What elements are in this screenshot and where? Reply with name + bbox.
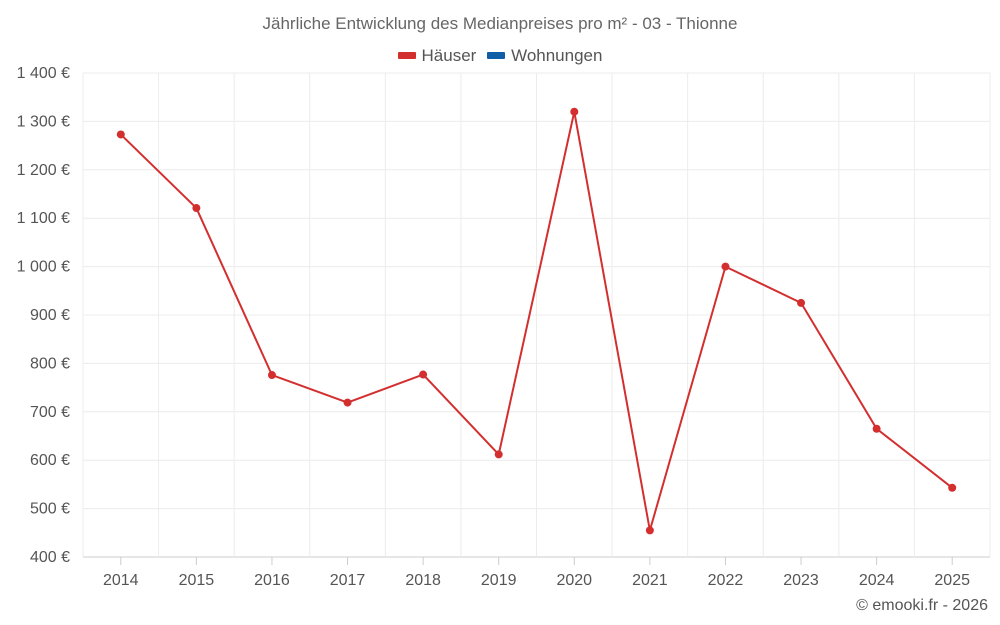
data-point	[267, 371, 276, 380]
legend-label-wohnungen: Wohnungen	[511, 45, 603, 65]
credit-text: © emooki.fr - 2026	[856, 597, 988, 614]
y-tick-label: 400 €	[30, 549, 70, 566]
legend-item-wohnungen[interactable]: Wohnungen	[487, 46, 602, 66]
data-point	[645, 526, 654, 535]
y-tick-label: 1 300 €	[17, 113, 70, 130]
x-tick-label: 2018	[405, 572, 441, 589]
x-tick-label: 2016	[254, 572, 290, 589]
x-axis-labels: 2014 2015 2016 2017 2018 2019 2020 2021 2022 2023…	[103, 572, 970, 589]
y-tick-label: 500 €	[30, 501, 70, 518]
y-tick-label: 1 400 €	[17, 65, 70, 82]
legend-item-haeuser[interactable]: Häuser	[397, 45, 477, 66]
x-tick-label: 2019	[481, 572, 517, 589]
x-tick-label: 2025	[934, 572, 970, 589]
chart-title: Jährliche Entwicklung des Medianpreises …	[262, 14, 738, 33]
chart-series	[116, 107, 957, 535]
y-tick-label: 1 000 €	[17, 259, 70, 276]
data-point	[570, 107, 579, 116]
series-line-haeuser	[120, 110, 953, 532]
y-tick-label: 600 €	[30, 452, 70, 469]
y-axis-labels: 400 € 500 € 600 € 700 € 800 € 900 € 1 000 € 1 1…	[17, 65, 70, 566]
x-tick-label: 2021	[632, 572, 668, 589]
x-tick-label: 2023	[783, 572, 819, 589]
legend-label-haeuser: Häuser	[421, 45, 477, 65]
data-point	[721, 262, 730, 271]
x-tick-label: 2024	[859, 572, 895, 589]
x-tick-label: 2022	[708, 572, 744, 589]
chart-grid	[82, 72, 991, 558]
x-tick-label: 2017	[330, 572, 366, 589]
x-tick-label: 2015	[179, 572, 215, 589]
chart-legend: Häuser Wohnungen	[0, 44, 1000, 66]
x-tick-label: 2020	[556, 572, 592, 589]
legend-swatch-haeuser	[397, 52, 416, 59]
data-point	[116, 130, 125, 139]
chart-axes	[120, 557, 953, 565]
y-tick-label: 1 200 €	[17, 162, 70, 179]
x-tick-label: 2014	[103, 572, 139, 589]
data-point	[797, 298, 806, 307]
y-tick-label: 700 €	[30, 404, 70, 421]
data-point	[192, 204, 201, 213]
data-point	[494, 450, 503, 459]
data-point	[419, 370, 428, 379]
legend-swatch-wohnungen	[487, 52, 506, 59]
y-tick-label: 900 €	[30, 307, 70, 324]
data-point	[872, 424, 881, 433]
data-point	[948, 483, 957, 492]
y-tick-label: 1 100 €	[17, 210, 70, 227]
data-point	[343, 398, 352, 407]
y-tick-label: 800 €	[30, 355, 70, 372]
